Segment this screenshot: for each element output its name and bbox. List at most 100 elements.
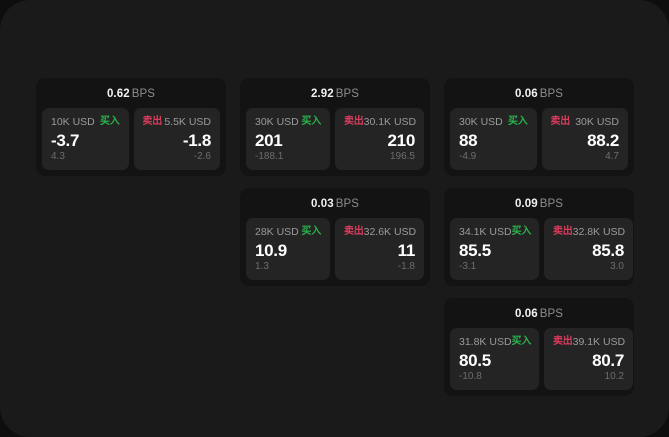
bps-unit-label: BPS xyxy=(539,198,564,210)
buy-size-label: 28K USD xyxy=(255,226,299,238)
sell-tag: 卖出 xyxy=(142,116,163,127)
sell-cell-header: 卖出 30.1K USD xyxy=(344,116,417,128)
bps-unit-label: BPS xyxy=(131,88,156,100)
quote-column-1: 0.62 BPS 10K USD 买入 -3.7 4.3 卖出 5.5K USD -1.8 -2.… xyxy=(36,78,226,176)
card-header: 0.03 BPS xyxy=(246,194,424,218)
quote-column-2: 2.92 BPS 30K USD 买入 201 -188.1 卖出 30.1K USD 210 1… xyxy=(240,78,430,286)
card-sides: 34.1K USD 买入 85.5 -3.1 卖出 32.8K USD 85.8 3.0 xyxy=(450,218,633,280)
bps-value: 0.03 xyxy=(310,198,334,210)
bps-value: 2.92 xyxy=(310,88,334,100)
sell-subvalue: 196.5 xyxy=(389,151,415,162)
sell-size-label: 39.1K USD xyxy=(572,336,626,348)
bps-value: 0.62 xyxy=(106,88,130,100)
buy-subvalue: -188.1 xyxy=(255,151,284,162)
card-sides: 31.8K USD 买入 80.5 -10.8 卖出 39.1K USD 80.7 10.2 xyxy=(450,328,633,390)
sell-subvalue: 4.7 xyxy=(605,151,619,162)
sell-subvalue: -1.8 xyxy=(397,261,415,272)
buy-size-label: 30K USD xyxy=(255,116,299,128)
buy-cell[interactable]: 31.8K USD 买入 80.5 -10.8 xyxy=(450,328,539,390)
bps-value: 0.06 xyxy=(514,308,538,320)
buy-subvalue: 4.3 xyxy=(51,151,65,162)
sell-price: 210 xyxy=(387,130,416,150)
card-sides: 30K USD 买入 88 -4.9 卖出 30K USD 88.2 4.7 xyxy=(450,108,628,170)
sell-tag: 卖出 xyxy=(550,116,571,127)
buy-price: -3.7 xyxy=(51,130,80,150)
card-header: 2.92 BPS xyxy=(246,84,424,108)
bps-value: 0.09 xyxy=(514,198,538,210)
sell-size-label: 30K USD xyxy=(575,116,619,128)
buy-tag: 买入 xyxy=(511,226,532,237)
card-sides: 28K USD 买入 10.9 1.3 卖出 32.6K USD 11 -1.8 xyxy=(246,218,424,280)
sell-size-label: 5.5K USD xyxy=(164,116,211,128)
sell-size-label: 32.6K USD xyxy=(363,226,417,238)
buy-size-label: 30K USD xyxy=(459,116,503,128)
buy-cell[interactable]: 28K USD 买入 10.9 1.3 xyxy=(246,218,330,280)
sell-cell-header: 卖出 32.8K USD xyxy=(553,226,626,238)
buy-price: 88 xyxy=(459,130,478,150)
bps-value: 0.06 xyxy=(514,88,538,100)
buy-subvalue: -4.9 xyxy=(459,151,477,162)
buy-cell[interactable]: 10K USD 买入 -3.7 4.3 xyxy=(42,108,129,170)
sell-cell[interactable]: 卖出 32.8K USD 85.8 3.0 xyxy=(544,218,633,280)
sell-cell[interactable]: 卖出 5.5K USD -1.8 -2.6 xyxy=(133,108,220,170)
quote-column-3: 0.06 BPS 30K USD 买入 88 -4.9 卖出 30K USD 88.2 4.7 0.… xyxy=(444,78,634,396)
buy-size-label: 10K USD xyxy=(51,116,95,128)
buy-cell-header: 30K USD 买入 xyxy=(459,116,528,128)
sell-price: 88.2 xyxy=(587,130,619,150)
buy-subvalue: -3.1 xyxy=(459,261,477,272)
buy-cell[interactable]: 30K USD 买入 88 -4.9 xyxy=(450,108,537,170)
card-sides: 30K USD 买入 201 -188.1 卖出 30.1K USD 210 196.5 xyxy=(246,108,424,170)
quote-card[interactable]: 0.06 BPS 30K USD 买入 88 -4.9 卖出 30K USD 88.2 4.7 xyxy=(444,78,634,176)
sell-cell[interactable]: 卖出 39.1K USD 80.7 10.2 xyxy=(544,328,633,390)
sell-price: -1.8 xyxy=(182,130,211,150)
quote-card[interactable]: 0.03 BPS 28K USD 买入 10.9 1.3 卖出 32.6K USD 11 -1.8 xyxy=(240,188,430,286)
buy-tag: 买入 xyxy=(511,336,532,347)
card-header: 0.06 BPS xyxy=(450,84,628,108)
sell-size-label: 32.8K USD xyxy=(572,226,626,238)
buy-price: 201 xyxy=(255,130,283,150)
buy-cell-header: 34.1K USD 买入 xyxy=(459,226,532,238)
sell-price: 80.7 xyxy=(592,350,624,370)
sell-cell[interactable]: 卖出 30.1K USD 210 196.5 xyxy=(335,108,424,170)
sell-tag: 卖出 xyxy=(344,226,364,237)
buy-subvalue: -10.8 xyxy=(459,371,482,382)
bps-unit-label: BPS xyxy=(539,308,564,320)
quote-card[interactable]: 0.62 BPS 10K USD 买入 -3.7 4.3 卖出 5.5K USD -1.8 -2.… xyxy=(36,78,226,176)
buy-tag: 买入 xyxy=(301,226,321,237)
bps-unit-label: BPS xyxy=(539,88,564,100)
sell-price: 85.8 xyxy=(592,240,624,260)
sell-cell-header: 卖出 32.6K USD xyxy=(344,226,417,238)
buy-cell[interactable]: 30K USD 买入 201 -188.1 xyxy=(246,108,330,170)
card-sides: 10K USD 买入 -3.7 4.3 卖出 5.5K USD -1.8 -2.6 xyxy=(42,108,220,170)
buy-cell[interactable]: 34.1K USD 买入 85.5 -3.1 xyxy=(450,218,539,280)
buy-price: 80.5 xyxy=(459,350,491,370)
sell-cell-header: 卖出 30K USD xyxy=(551,116,620,128)
sell-tag: 卖出 xyxy=(553,336,573,347)
sell-tag: 卖出 xyxy=(553,226,573,237)
sell-tag: 卖出 xyxy=(344,116,364,127)
buy-tag: 买入 xyxy=(507,116,528,127)
buy-price: 10.9 xyxy=(255,240,287,260)
buy-tag: 买入 xyxy=(99,116,120,127)
card-header: 0.62 BPS xyxy=(42,84,220,108)
quote-card[interactable]: 2.92 BPS 30K USD 买入 201 -188.1 卖出 30.1K USD 210 1… xyxy=(240,78,430,176)
buy-size-label: 34.1K USD xyxy=(459,226,512,238)
buy-price: 85.5 xyxy=(459,240,491,260)
buy-tag: 买入 xyxy=(301,116,321,127)
card-header: 0.06 BPS xyxy=(450,304,628,328)
bps-unit-label: BPS xyxy=(335,198,360,210)
sell-size-label: 30.1K USD xyxy=(363,116,417,128)
bps-unit-label: BPS xyxy=(335,88,360,100)
buy-cell-header: 31.8K USD 买入 xyxy=(459,336,532,348)
sell-cell[interactable]: 卖出 30K USD 88.2 4.7 xyxy=(541,108,628,170)
buy-cell-header: 28K USD 买入 xyxy=(255,226,321,238)
sell-cell[interactable]: 卖出 32.6K USD 11 -1.8 xyxy=(335,218,424,280)
sell-price: 11 xyxy=(397,240,416,260)
quote-card[interactable]: 0.09 BPS 34.1K USD 买入 85.5 -3.1 卖出 32.8K USD 85.… xyxy=(444,188,634,286)
quote-card[interactable]: 0.06 BPS 31.8K USD 买入 80.5 -10.8 卖出 39.1K USD 80… xyxy=(444,298,634,396)
card-header: 0.09 BPS xyxy=(450,194,628,218)
sell-cell-header: 卖出 39.1K USD xyxy=(553,336,626,348)
sell-subvalue: 3.0 xyxy=(610,261,624,272)
buy-size-label: 31.8K USD xyxy=(459,336,512,348)
